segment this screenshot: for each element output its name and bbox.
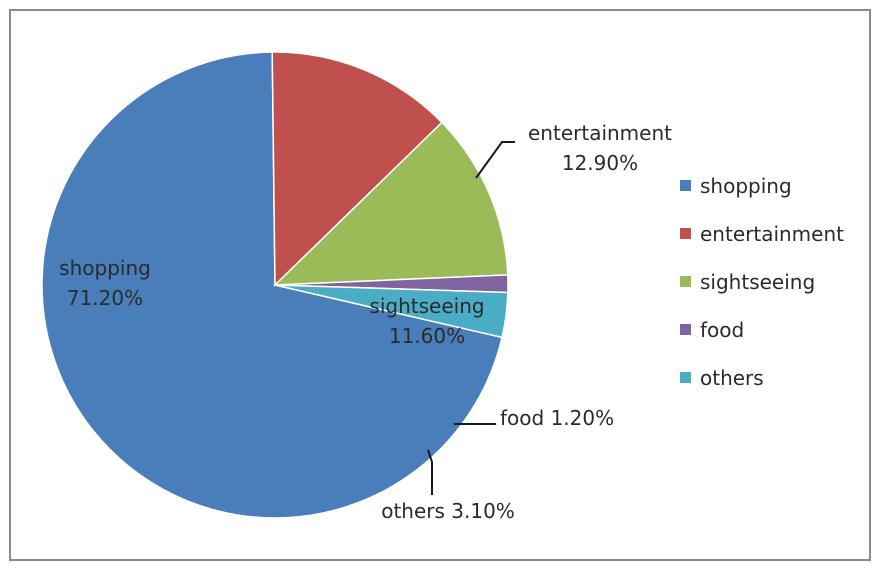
pie-slice-entertainment: [271, 51, 443, 287]
pie-slice-shopping: [41, 51, 503, 519]
pie-slices: [41, 51, 509, 519]
data-labels: shopping 71.20% entertainment 12.90% sightse…: [59, 121, 672, 523]
legend-swatch-shopping: [680, 180, 691, 191]
legend-label-food: food: [700, 318, 744, 342]
legend-item-food: food: [680, 318, 744, 342]
legend-label-entertainment: entertainment: [700, 222, 844, 246]
data-label-others: others 3.10%: [381, 499, 515, 523]
leader-line-others: [427, 449, 433, 495]
data-label-food: food 1.20%: [500, 406, 614, 430]
legend-label-sightseeing: sightseeing: [700, 270, 815, 294]
legend-label-others: others: [700, 366, 764, 390]
legend-label-shopping: shopping: [700, 174, 792, 198]
leader-lines: [427, 141, 515, 495]
data-label-sightseeing: sightseeing 11.60%: [369, 294, 484, 348]
legend-swatch-entertainment: [680, 228, 691, 239]
legend-swatch-sightseeing: [680, 276, 691, 287]
legend: shopping entertainment sightseeing food othe…: [680, 174, 844, 390]
data-label-shopping: shopping 71.20%: [59, 256, 151, 310]
legend-item-others: others: [680, 366, 764, 390]
pie-slice-sightseeing: [273, 121, 509, 286]
legend-swatch-others: [680, 372, 691, 383]
legend-item-sightseeing: sightseeing: [680, 270, 815, 294]
legend-swatch-food: [680, 324, 691, 335]
leader-line-entertainment: [475, 141, 515, 179]
legend-item-shopping: shopping: [680, 174, 792, 198]
pie-slice-others: [274, 284, 509, 339]
legend-item-entertainment: entertainment: [680, 222, 844, 246]
data-label-entertainment: entertainment 12.90%: [528, 121, 672, 175]
